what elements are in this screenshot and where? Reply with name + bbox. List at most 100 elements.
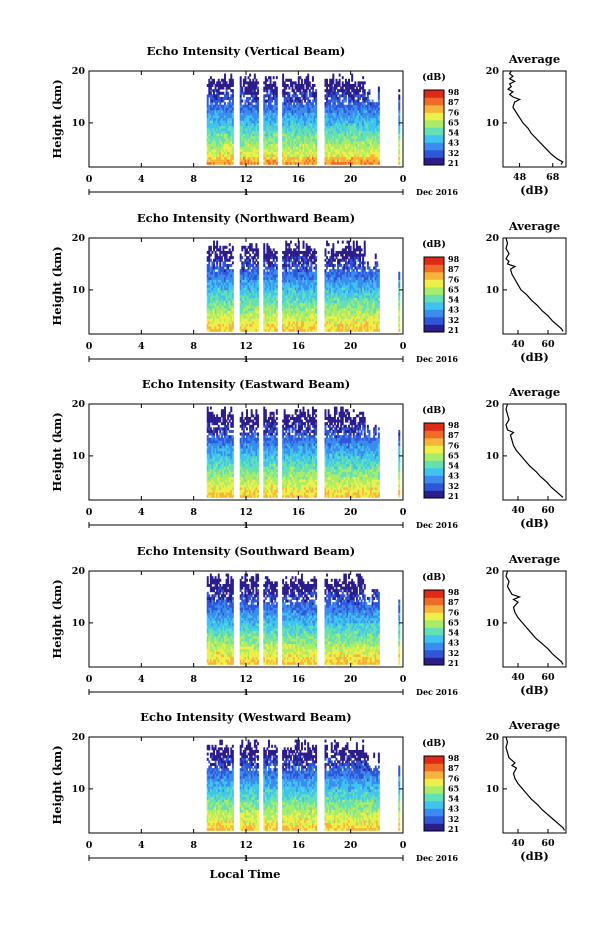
heatmap-cell — [255, 284, 258, 288]
heatmap-cell — [255, 297, 258, 301]
heatmap-cell — [225, 161, 228, 165]
heatmap-cell — [299, 109, 302, 113]
heatmap-cell — [360, 159, 363, 163]
heatmap-cell — [315, 156, 318, 160]
heatmap-cell — [272, 81, 275, 85]
heatmap-cell — [222, 263, 225, 267]
heatmap-cell — [398, 107, 401, 111]
heatmap-cell — [365, 117, 368, 121]
heatmap-cell — [349, 107, 352, 111]
heatmap-cell — [220, 300, 223, 304]
heatmap-cell — [208, 318, 211, 322]
colorbar-tick-label: 43 — [448, 138, 460, 148]
heatmap-cell — [267, 83, 270, 87]
heatmap-cell — [329, 91, 332, 95]
heatmap-cell — [310, 115, 313, 119]
heatmap-cell — [239, 287, 242, 291]
heatmap-cell — [349, 141, 352, 145]
heatmap-cell — [311, 107, 314, 111]
heatmap-cell — [272, 302, 275, 306]
heatmap-cell — [371, 156, 374, 160]
heatmap-cell — [208, 302, 211, 306]
heatmap-cell — [362, 138, 365, 142]
heatmap-cell — [330, 122, 333, 126]
heatmap-cell — [313, 104, 316, 108]
heatmap-cell — [239, 112, 242, 116]
heatmap-cell — [263, 274, 266, 278]
heatmap-cell — [294, 99, 297, 103]
heatmap-cell — [311, 148, 314, 152]
heatmap-cell — [330, 117, 333, 121]
heatmap-cell — [300, 135, 303, 139]
heatmap-cell — [266, 261, 269, 265]
heatmap-cell — [214, 156, 217, 160]
heatmap-cell — [333, 104, 336, 108]
heatmap-cell — [269, 250, 272, 254]
heatmap-cell — [214, 289, 217, 293]
heatmap-cell — [256, 133, 259, 137]
heatmap-cell — [211, 315, 214, 319]
heatmap-cell — [326, 266, 329, 270]
heatmap-cell — [377, 102, 380, 106]
heatmap-cell — [206, 284, 209, 288]
heatmap-cell — [227, 284, 230, 288]
heatmap-cell — [344, 99, 347, 103]
heatmap-cell — [326, 104, 329, 108]
heatmap-cell — [337, 159, 340, 163]
heatmap-cell — [213, 122, 215, 126]
heatmap-cell — [225, 269, 228, 273]
heatmap-cell — [224, 104, 226, 108]
heatmap-cell — [333, 154, 336, 158]
heatmap-cell — [330, 310, 333, 314]
heatmap-cell — [333, 159, 336, 163]
heatmap-cell — [310, 107, 313, 111]
heatmap-cell — [266, 99, 269, 103]
heatmap-cell — [337, 102, 340, 106]
heatmap-cell — [246, 318, 248, 322]
heatmap-cell — [300, 328, 303, 332]
heatmap-cell — [250, 256, 253, 260]
heatmap-cell — [300, 250, 303, 254]
heatmap-cell — [267, 76, 270, 80]
heatmap-cell — [244, 109, 247, 113]
heatmap-cell — [304, 250, 307, 254]
heatmap-cell — [211, 313, 214, 317]
heatmap-cell — [352, 102, 355, 106]
heatmap-cell — [285, 261, 288, 265]
heatmap-cell — [228, 274, 231, 278]
heatmap-cell — [274, 154, 277, 158]
heatmap-cell — [263, 146, 266, 150]
heatmap-cell — [253, 287, 256, 291]
heatmap-cell — [250, 141, 253, 145]
heatmap-cell — [272, 143, 275, 147]
heatmap-cell — [313, 310, 316, 314]
heatmap-cell — [308, 141, 311, 145]
heatmap-cell — [310, 146, 313, 150]
heatmap-cell — [228, 263, 231, 267]
heatmap-cell — [299, 76, 302, 80]
heatmap-cell — [249, 276, 252, 280]
heatmap-cell — [313, 128, 316, 132]
heatmap-cell — [346, 143, 349, 147]
heatmap-cell — [282, 258, 285, 262]
heatmap-cell — [252, 318, 255, 322]
heatmap-cell — [222, 112, 225, 116]
heatmap-cell — [329, 133, 332, 137]
heatmap-cell — [266, 282, 269, 286]
heatmap-cell — [206, 138, 209, 142]
heatmap-cell — [398, 115, 401, 119]
heatmap-cell — [219, 287, 222, 291]
heatmap-cell — [362, 83, 365, 87]
heatmap-cell — [349, 122, 352, 126]
heatmap-cell — [250, 128, 253, 132]
heatmap-cell — [216, 276, 219, 280]
heatmap-cell — [272, 326, 275, 330]
heatmap-cell — [327, 297, 330, 301]
heatmap-cell — [211, 282, 214, 286]
date-label: Dec 2016 — [416, 187, 458, 197]
heatmap-cell — [249, 282, 252, 286]
heatmap-cell — [366, 96, 369, 100]
heatmap-cell — [305, 321, 308, 325]
heatmap-cell — [371, 128, 374, 132]
heatmap-cell — [329, 120, 332, 124]
